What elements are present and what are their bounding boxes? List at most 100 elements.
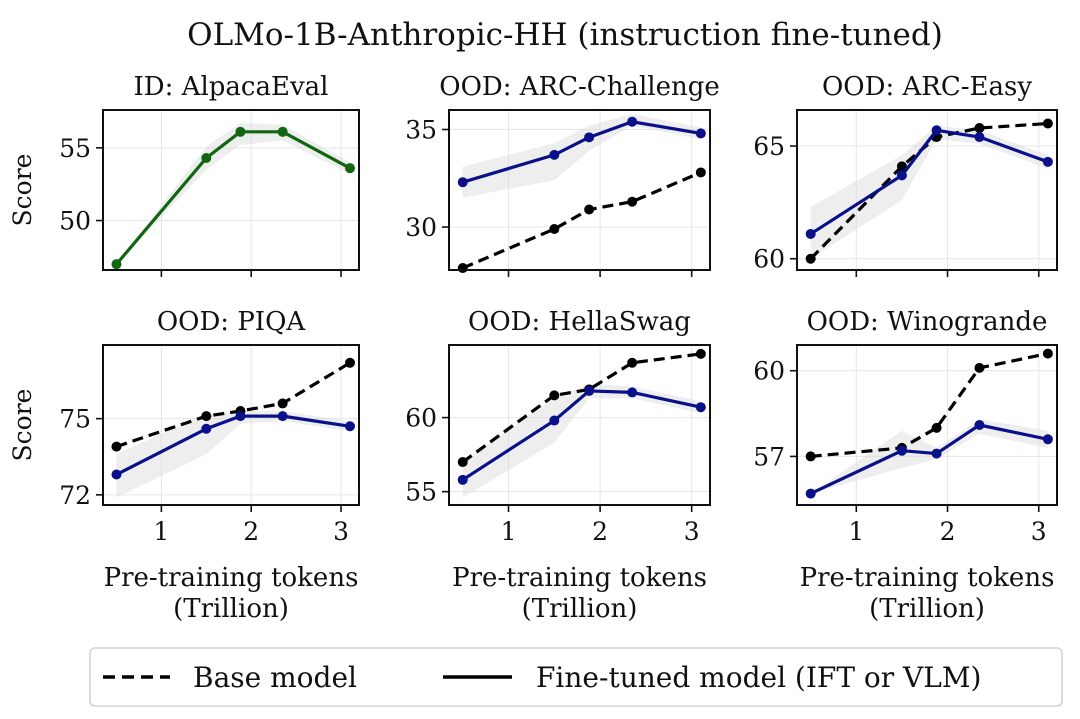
panel-title: OOD: HellaSwag	[468, 307, 691, 337]
finetuned-data-point	[695, 402, 706, 413]
base-data-point	[111, 441, 122, 452]
variance-band	[810, 125, 1048, 259]
x-axis-label: Pre-training tokens	[104, 563, 359, 593]
panel-title: OOD: Winogrande	[807, 307, 1048, 337]
finetuned-data-point	[549, 149, 560, 160]
axes-frame	[796, 109, 1058, 271]
finetuned-data-point	[584, 385, 595, 396]
base-series-line	[461, 352, 702, 464]
base-data-point	[345, 357, 356, 368]
y-axis-label: Score	[8, 389, 37, 462]
x-tick-label: 2	[592, 517, 608, 546]
base-data-point	[931, 422, 942, 433]
panel-title: ID: AlpacaEval	[134, 72, 329, 102]
panel-3: OOD: ARC-Easy 60 65	[753, 72, 1058, 277]
finetuned-data-point	[584, 132, 595, 143]
legend: Base model Fine-tuned model (IFT or VLM)	[89, 647, 1063, 707]
base-data-point	[805, 253, 816, 264]
panel-5: OOD: HellaSwag 1 2 3 55 60 Pre-training tokens…	[405, 307, 711, 624]
finetuned-data-point	[201, 423, 212, 434]
legend-box	[89, 647, 1063, 707]
base-data-point	[1042, 118, 1053, 129]
grid-lines	[449, 345, 710, 505]
y-tick-label: 30	[405, 213, 437, 242]
finetuned-data-point	[111, 469, 122, 480]
panel-1: ID: AlpacaEval 50 55 Score	[8, 72, 360, 277]
x-axis-label: Pre-training tokens	[800, 563, 1055, 593]
base-data-point	[457, 263, 468, 274]
axes-frame	[448, 109, 711, 271]
panel-2: OOD: ARC-Challenge 30 35	[405, 72, 720, 277]
finetuned-data-point	[235, 126, 246, 137]
x-axis-label-unit: (Trillion)	[173, 594, 289, 624]
base-data-point	[584, 204, 595, 215]
panels: ID: AlpacaEval 50 55 Score OOD: ARC-Challeng…	[8, 72, 1058, 624]
base-data-point	[277, 398, 288, 409]
axes-frame	[796, 344, 1058, 506]
x-tick-label: 3	[333, 517, 349, 546]
base-data-point	[549, 390, 560, 401]
finetuned-data-point	[805, 228, 816, 239]
base-data-point	[627, 357, 638, 368]
axes-frame	[102, 109, 360, 271]
grid-lines	[449, 110, 710, 270]
grid-lines	[797, 345, 1057, 505]
finetuned-data-point	[805, 488, 816, 499]
base-data-point	[805, 451, 816, 462]
y-tick-label: 55	[405, 478, 437, 507]
x-axis-label-unit: (Trillion)	[522, 594, 638, 624]
finetuned-data-point	[277, 411, 288, 422]
y-tick-label: 50	[59, 207, 91, 236]
base-series-line	[115, 361, 351, 449]
finetuned-data-point	[931, 448, 942, 459]
finetuned-data-point	[277, 126, 288, 137]
axes-frame	[102, 344, 360, 506]
grid-lines	[103, 110, 359, 270]
finetuned-data-point	[974, 420, 985, 430]
finetuned-data-point	[627, 116, 638, 127]
base-data-point	[896, 161, 907, 172]
panel-6: OOD: Winogrande 1 2 3 57 60 Pre-training token…	[753, 307, 1058, 624]
x-tick-label: 3	[1031, 517, 1047, 546]
finetuned-data-point	[457, 474, 468, 485]
legend-base-label: Base model	[193, 661, 357, 694]
y-tick-label: 72	[59, 481, 91, 510]
figure-title: OLMo-1B-Anthropic-HH (instruction fine-t…	[187, 17, 943, 53]
y-tick-label: 60	[753, 357, 785, 386]
x-tick-label: 3	[684, 517, 700, 546]
panel-title: OOD: ARC-Challenge	[439, 72, 719, 102]
y-tick-label: 75	[59, 405, 91, 434]
y-tick-label: 60	[405, 404, 437, 433]
x-tick-label: 2	[243, 517, 259, 546]
y-tick-label: 57	[753, 442, 785, 471]
base-data-point	[974, 362, 985, 373]
variance-band	[810, 419, 1048, 494]
x-tick-label: 2	[940, 517, 956, 546]
x-tick-label: 1	[153, 517, 169, 546]
finetuned-data-point	[549, 415, 560, 426]
base-series-line	[810, 352, 1049, 459]
base-data-point	[457, 457, 468, 468]
base-data-point	[974, 123, 985, 134]
finetuned-data-point	[896, 445, 907, 456]
variance-band	[116, 411, 351, 498]
variance-band	[462, 383, 701, 498]
y-tick-label: 35	[405, 116, 437, 145]
panel-title: OOD: ARC-Easy	[822, 72, 1032, 102]
finetuned-data-point	[1042, 156, 1053, 167]
finetuned-data-point	[345, 163, 356, 174]
panel-4: OOD: PIQA 1 2 3 72 75 Score Pre-training tokens…	[8, 307, 360, 624]
variance-band	[462, 113, 701, 198]
axes-frame	[448, 344, 711, 506]
legend-finetuned-label: Fine-tuned model (IFT or VLM)	[536, 661, 981, 694]
base-data-point	[1042, 348, 1053, 359]
y-axis-label: Score	[8, 154, 37, 227]
base-data-point	[549, 224, 560, 235]
x-axis-label-unit: (Trillion)	[869, 594, 985, 624]
finetuned-data-point	[974, 132, 985, 143]
x-tick-label: 1	[501, 517, 517, 546]
y-tick-label: 55	[59, 134, 91, 163]
base-data-point	[695, 348, 706, 359]
panel-title: OOD: PIQA	[157, 307, 307, 337]
